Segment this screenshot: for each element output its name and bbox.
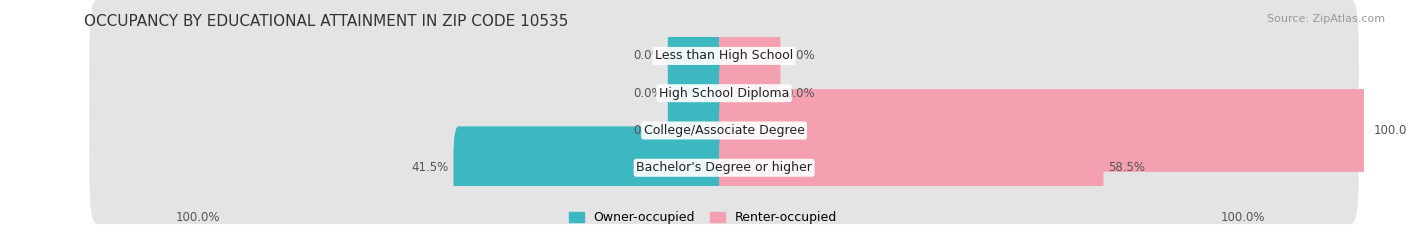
FancyBboxPatch shape — [718, 14, 780, 97]
FancyBboxPatch shape — [668, 89, 730, 172]
FancyBboxPatch shape — [90, 74, 1358, 187]
Text: High School Diploma: High School Diploma — [659, 87, 789, 100]
Text: OCCUPANCY BY EDUCATIONAL ATTAINMENT IN ZIP CODE 10535: OCCUPANCY BY EDUCATIONAL ATTAINMENT IN Z… — [84, 14, 569, 29]
FancyBboxPatch shape — [718, 89, 1369, 172]
Legend: Owner-occupied, Renter-occupied: Owner-occupied, Renter-occupied — [568, 211, 838, 224]
Text: Bachelor's Degree or higher: Bachelor's Degree or higher — [636, 161, 813, 174]
Text: 41.5%: 41.5% — [412, 161, 449, 174]
FancyBboxPatch shape — [668, 52, 730, 135]
FancyBboxPatch shape — [718, 52, 780, 135]
Text: 100.0%: 100.0% — [176, 211, 221, 224]
FancyBboxPatch shape — [90, 0, 1358, 112]
Text: 100.0%: 100.0% — [1374, 124, 1406, 137]
Text: 0.0%: 0.0% — [785, 87, 814, 100]
Text: 100.0%: 100.0% — [1220, 211, 1265, 224]
Text: 0.0%: 0.0% — [785, 49, 814, 62]
FancyBboxPatch shape — [454, 126, 730, 209]
FancyBboxPatch shape — [90, 111, 1358, 224]
FancyBboxPatch shape — [718, 126, 1104, 209]
FancyBboxPatch shape — [668, 14, 730, 97]
Text: 58.5%: 58.5% — [1108, 161, 1144, 174]
Text: College/Associate Degree: College/Associate Degree — [644, 124, 804, 137]
Text: 0.0%: 0.0% — [634, 124, 664, 137]
Text: Source: ZipAtlas.com: Source: ZipAtlas.com — [1267, 14, 1385, 24]
FancyBboxPatch shape — [90, 37, 1358, 150]
Text: Less than High School: Less than High School — [655, 49, 793, 62]
Text: 0.0%: 0.0% — [634, 49, 664, 62]
Text: 0.0%: 0.0% — [634, 87, 664, 100]
